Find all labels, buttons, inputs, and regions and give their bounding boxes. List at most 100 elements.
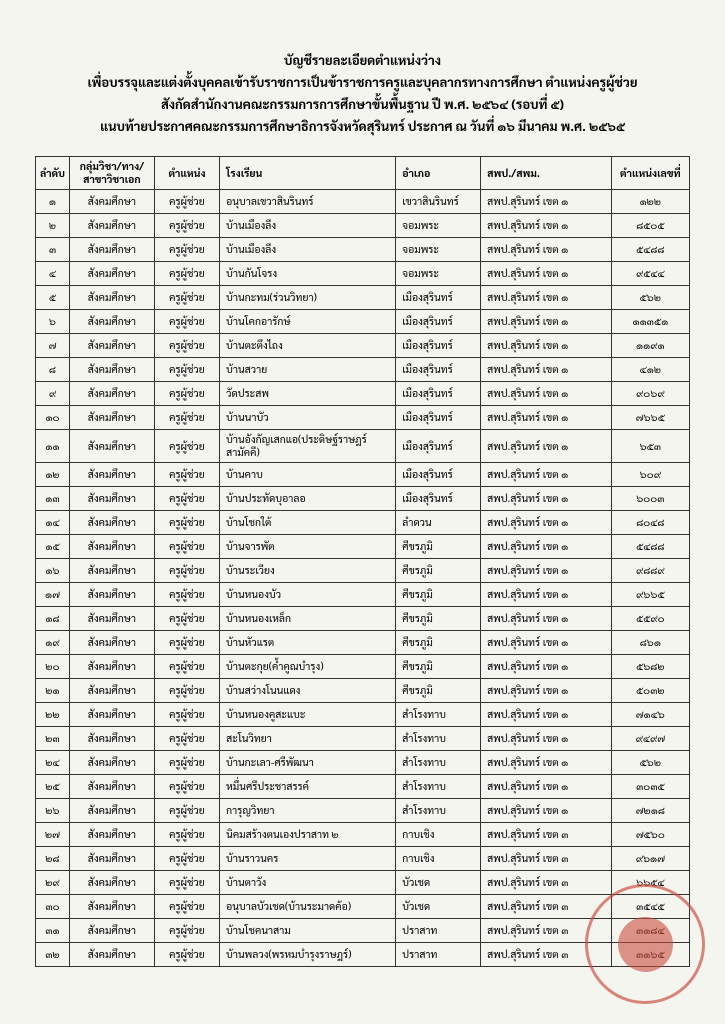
table-row: ๒๒สังคมศึกษาครูผู้ช่วยบ้านหนองคูสะแบะสำโ…: [36, 703, 690, 727]
cell-pos: ครูผู้ช่วย: [154, 511, 219, 535]
cell-school: สะโนวิทยา: [220, 727, 396, 751]
cell-subj: สังคมศึกษา: [69, 430, 154, 463]
cell-area: สพป.สุรินทร์ เขต ๑: [481, 511, 612, 535]
cell-school: บ้านโคกอารักษ์: [220, 310, 396, 334]
cell-posno: ๙๘๘๙: [611, 559, 689, 583]
cell-num: ๘: [36, 358, 70, 382]
cell-school: บ้านตะตึงไถง: [220, 334, 396, 358]
cell-pos: ครูผู้ช่วย: [154, 679, 219, 703]
cell-num: ๒๙: [36, 871, 70, 895]
cell-subj: สังคมศึกษา: [69, 583, 154, 607]
table-header-row: ลำดับ กลุ่มวิชา/ทาง/สาขาวิชาเอก ตำแหน่ง …: [36, 157, 690, 190]
cell-school: อนุบาลบัวเชด(บ้านระมาดค้อ): [220, 895, 396, 919]
cell-pos: ครูผู้ช่วย: [154, 871, 219, 895]
cell-subj: สังคมศึกษา: [69, 943, 154, 967]
cell-posno: ๙๖๖๕: [611, 583, 689, 607]
cell-subj: สังคมศึกษา: [69, 847, 154, 871]
cell-num: ๖: [36, 310, 70, 334]
table-row: ๔สังคมศึกษาครูผู้ช่วยบ้านกันโจรงจอมพระสพ…: [36, 262, 690, 286]
cell-area: สพป.สุรินทร์ เขต ๑: [481, 727, 612, 751]
cell-subj: สังคมศึกษา: [69, 214, 154, 238]
cell-num: ๑๕: [36, 535, 70, 559]
title-line2: เพื่อบรรจุและแต่งตั้งบุคคลเข้ารับราชการเ…: [35, 72, 690, 94]
cell-area: สพป.สุรินทร์ เขต ๑: [481, 655, 612, 679]
cell-pos: ครูผู้ช่วย: [154, 358, 219, 382]
cell-area: สพป.สุรินทร์ เขต ๑: [481, 262, 612, 286]
cell-num: ๓: [36, 238, 70, 262]
title-line4: แนบท้ายประกาศคณะกรรมการศึกษาธิการจังหวัด…: [35, 116, 690, 138]
cell-area: สพป.สุรินทร์ เขต ๑: [481, 406, 612, 430]
table-row: ๑๘สังคมศึกษาครูผู้ช่วยบ้านหนองเหล็กศีขรภ…: [36, 607, 690, 631]
table-row: ๑๖สังคมศึกษาครูผู้ช่วยบ้านระเวียงศีขรภูม…: [36, 559, 690, 583]
cell-subj: สังคมศึกษา: [69, 310, 154, 334]
cell-school: บ้านหนองบัว: [220, 583, 396, 607]
cell-num: ๒๔: [36, 751, 70, 775]
cell-posno: ๙๔๙๗: [611, 727, 689, 751]
table-row: ๑๐สังคมศึกษาครูผู้ช่วยบ้านนาบัวเมืองสุริ…: [36, 406, 690, 430]
cell-pos: ครูผู้ช่วย: [154, 382, 219, 406]
cell-school: บ้านโชกใต้: [220, 511, 396, 535]
cell-dist: เมืองสุรินทร์: [396, 334, 481, 358]
cell-area: สพป.สุรินทร์ เขต ๑: [481, 583, 612, 607]
cell-pos: ครูผู้ช่วย: [154, 943, 219, 967]
cell-dist: จอมพระ: [396, 262, 481, 286]
cell-posno: ๕๔๘๘: [611, 535, 689, 559]
col-dist: อำเภอ: [396, 157, 481, 190]
cell-subj: สังคมศึกษา: [69, 286, 154, 310]
cell-dist: จอมพระ: [396, 238, 481, 262]
cell-posno: ๗๖๖๕: [611, 406, 689, 430]
cell-dist: เมืองสุรินทร์: [396, 286, 481, 310]
cell-num: ๑๙: [36, 631, 70, 655]
cell-num: ๓๑: [36, 919, 70, 943]
table-row: ๒๘สังคมศึกษาครูผู้ช่วยบ้านราวนครกาบเชิงส…: [36, 847, 690, 871]
table-row: ๑๙สังคมศึกษาครูผู้ช่วยบ้านหัวแรตศีขรภูมิ…: [36, 631, 690, 655]
cell-pos: ครูผู้ช่วย: [154, 583, 219, 607]
cell-dist: จอมพระ: [396, 214, 481, 238]
cell-pos: ครูผู้ช่วย: [154, 631, 219, 655]
cell-num: ๙: [36, 382, 70, 406]
table-row: ๒สังคมศึกษาครูผู้ช่วยบ้านเมืองลีงจอมพระส…: [36, 214, 690, 238]
cell-dist: ศีขรภูมิ: [396, 583, 481, 607]
table-row: ๒๖สังคมศึกษาครูผู้ช่วยการุญวิทยาสำโรงทาบ…: [36, 799, 690, 823]
title-line1: บัญชีรายละเอียดตำแหน่งว่าง: [35, 50, 690, 72]
cell-num: ๒๖: [36, 799, 70, 823]
col-num: ลำดับ: [36, 157, 70, 190]
cell-num: ๑๘: [36, 607, 70, 631]
cell-dist: ศีขรภูมิ: [396, 655, 481, 679]
cell-posno: ๑๒๒: [611, 190, 689, 214]
cell-area: สพป.สุรินทร์ เขต ๑: [481, 463, 612, 487]
stamp-emblem: [615, 914, 675, 974]
cell-school: บ้านตาวัง: [220, 871, 396, 895]
cell-subj: สังคมศึกษา: [69, 703, 154, 727]
cell-dist: เมืองสุรินทร์: [396, 358, 481, 382]
cell-pos: ครูผู้ช่วย: [154, 334, 219, 358]
cell-area: สพป.สุรินทร์ เขต ๑: [481, 703, 612, 727]
cell-num: ๑๗: [36, 583, 70, 607]
cell-area: สพป.สุรินทร์ เขต ๑: [481, 214, 612, 238]
table-row: ๑๕สังคมศึกษาครูผู้ช่วยบ้านจารพัตศีขรภูมิ…: [36, 535, 690, 559]
cell-area: สพป.สุรินทร์ เขต ๑: [481, 238, 612, 262]
col-posno: ตำแหน่งเลขที่: [611, 157, 689, 190]
cell-subj: สังคมศึกษา: [69, 775, 154, 799]
cell-dist: เมืองสุรินทร์: [396, 310, 481, 334]
cell-school: อนุบาลเขวาสินรินทร์: [220, 190, 396, 214]
cell-school: บ้านสว่างโนนแดง: [220, 679, 396, 703]
cell-pos: ครูผู้ช่วย: [154, 751, 219, 775]
cell-pos: ครูผู้ช่วย: [154, 823, 219, 847]
cell-school: บ้านราวนคร: [220, 847, 396, 871]
cell-num: ๓๐: [36, 895, 70, 919]
cell-dist: กาบเชิง: [396, 823, 481, 847]
cell-pos: ครูผู้ช่วย: [154, 487, 219, 511]
cell-num: ๒๐: [36, 655, 70, 679]
cell-dist: สำโรงทาบ: [396, 727, 481, 751]
table-row: ๗สังคมศึกษาครูผู้ช่วยบ้านตะตึงไถงเมืองสุ…: [36, 334, 690, 358]
cell-subj: สังคมศึกษา: [69, 631, 154, 655]
table-row: ๒๔สังคมศึกษาครูผู้ช่วยบ้านกะเลา-ศรีพัฒนา…: [36, 751, 690, 775]
cell-school: บ้านหัวแรต: [220, 631, 396, 655]
cell-area: สพป.สุรินทร์ เขต ๑: [481, 430, 612, 463]
cell-posno: ๕๖๘๒: [611, 655, 689, 679]
cell-area: สพป.สุรินทร์ เขต ๑: [481, 487, 612, 511]
cell-school: บ้านตะกุย(ค้ำคูณบำรุง): [220, 655, 396, 679]
cell-subj: สังคมศึกษา: [69, 262, 154, 286]
cell-num: ๑๑: [36, 430, 70, 463]
